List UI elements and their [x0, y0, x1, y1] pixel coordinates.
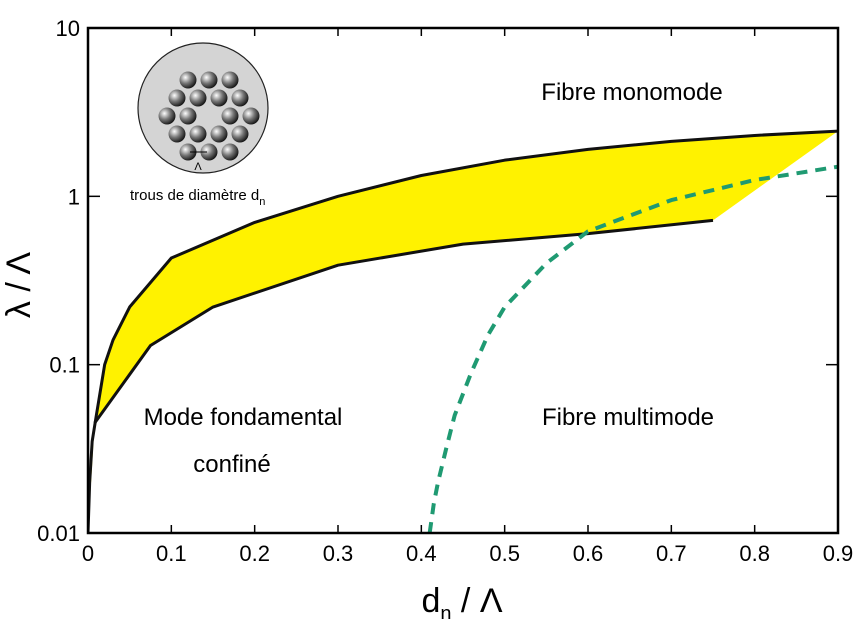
pitch-label: Λ	[194, 161, 202, 173]
hole	[189, 125, 207, 143]
series-line	[88, 129, 838, 533]
hole	[221, 107, 239, 125]
annotation: Fibre monomode	[541, 79, 722, 106]
y-tick-label: 0.1	[49, 353, 80, 378]
series-line	[427, 164, 838, 533]
x-tick-label: 0.8	[739, 541, 770, 566]
x-label-part: d	[421, 582, 440, 619]
hole	[168, 89, 186, 107]
y-tick-label: 10	[56, 16, 80, 41]
plot-area	[88, 129, 838, 533]
y-axis-label: λ / Λ	[0, 252, 38, 318]
hole	[242, 107, 260, 125]
x-tick-label: 0.9	[823, 541, 854, 566]
band-area	[88, 131, 838, 533]
hole	[189, 89, 207, 107]
annotation: Fibre multimode	[542, 404, 714, 431]
x-tick-label: 0.6	[573, 541, 604, 566]
x-tick-label: 0.1	[156, 541, 187, 566]
hole	[168, 125, 186, 143]
hole	[221, 71, 239, 89]
hole	[179, 143, 197, 161]
caption-subscript: n	[259, 196, 265, 208]
x-tick-label: 0.7	[656, 541, 687, 566]
x-tick-label: 0.3	[323, 541, 354, 566]
x-tick-label: 0.2	[239, 541, 270, 566]
hole	[200, 143, 218, 161]
hole	[210, 89, 228, 107]
y-tick-label: 1	[68, 184, 80, 209]
x-axis-label: dn / Λ	[421, 582, 502, 619]
x-tick-label: 0	[82, 541, 94, 566]
hole	[231, 125, 249, 143]
annotation: Mode fondamental	[144, 404, 343, 431]
holes	[158, 71, 260, 161]
caption-text: trous de diamètre d	[130, 187, 259, 204]
hole	[179, 107, 197, 125]
inset-caption: trous de diamètre dn	[130, 187, 265, 208]
x-label-part: / Λ	[451, 582, 502, 619]
fiber-inset: Λ trous de diamètre dn	[130, 42, 269, 208]
annotation: confiné	[193, 451, 270, 478]
hole	[158, 107, 176, 125]
x-label-subscript: n	[440, 603, 451, 619]
hole	[200, 71, 218, 89]
y-tick-label: 0.01	[37, 521, 80, 546]
hole	[210, 125, 228, 143]
x-tick-label: 0.5	[489, 541, 520, 566]
hole	[231, 89, 249, 107]
plot-frame	[86, 26, 840, 535]
hole	[179, 71, 197, 89]
hole	[221, 143, 239, 161]
x-tick-label: 0.4	[406, 541, 437, 566]
